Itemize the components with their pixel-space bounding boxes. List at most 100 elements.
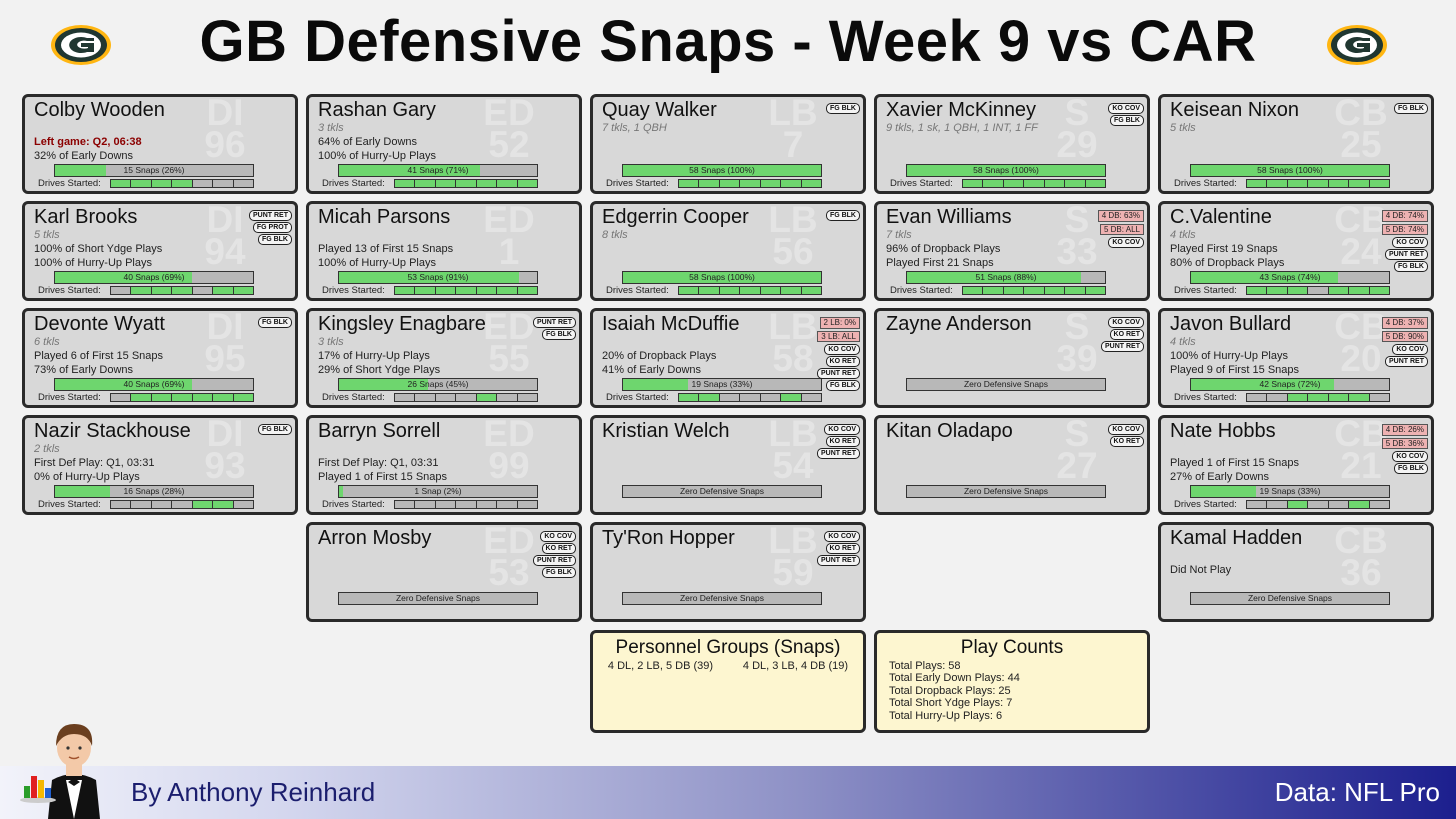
position-number-watermark: ED 1: [469, 204, 549, 272]
snap-bar-fill: [907, 165, 1105, 176]
player-note: 27% of Early Downs: [1170, 471, 1270, 483]
position-label: DI: [206, 94, 244, 133]
special-teams-tag: KO COV: [824, 531, 860, 542]
player-note: 100% of Hurry-Up Plays: [1170, 350, 1288, 362]
player-card: CB 36 Kamal Hadden Did Not Play Zero Defensi…: [1158, 522, 1434, 622]
drives-started-label: Drives Started:: [322, 285, 385, 296]
player-name: Edgerrin Cooper: [602, 206, 749, 228]
jersey-number: 58: [772, 338, 814, 379]
drive-segment: [1308, 501, 1329, 508]
drive-segment: [456, 394, 477, 401]
snap-count-label: 19 Snaps (33%): [691, 379, 753, 389]
player-card: LB 58 Isaiah McDuffie 20% of Dropback Plays…: [590, 308, 866, 408]
player-note: 100% of Short Ydge Plays: [34, 243, 163, 255]
jersey-number: 59: [772, 552, 814, 593]
drive-segment: [476, 180, 498, 187]
special-teams-tag: FG BLK: [1393, 261, 1428, 272]
snap-count-label: Zero Defensive Snaps: [679, 593, 765, 603]
drive-segment: [1267, 180, 1288, 187]
position-label: CB: [1334, 308, 1388, 347]
drives-started-label: Drives Started:: [38, 178, 101, 189]
player-card: ED 52 Rashan Gary 3 tkls 64% of Early Downs 1…: [306, 94, 582, 194]
drive-segment: [1024, 180, 1045, 187]
special-teams-tags: PUNT RET FG BLK: [533, 317, 576, 340]
personnel-alert: 4 DB: 37%: [1381, 317, 1428, 329]
drive-segment: [1349, 287, 1370, 294]
drive-segment: [699, 287, 720, 294]
drive-segment: [415, 287, 436, 294]
drive-segment: [1267, 287, 1288, 294]
drive-segment: [151, 287, 173, 294]
drive-segment: [497, 501, 518, 508]
player-card: S 39 Zayne Anderson Zero Defensive Snaps KO …: [874, 308, 1150, 408]
snap-bar-fill: [1191, 486, 1257, 497]
position-number-watermark: CB 24: [1321, 204, 1401, 270]
snap-count-label: 58 Snaps (100%): [689, 165, 755, 175]
snap-count-label: Zero Defensive Snaps: [679, 486, 765, 496]
play-count-item: Total Plays: 58: [889, 660, 961, 672]
player-name: Kristian Welch: [602, 420, 730, 442]
snap-bar: 40 Snaps (69%): [54, 378, 254, 391]
drive-segment: [131, 501, 152, 508]
player-stat-line: 3 tkls: [318, 336, 344, 348]
drive-segment: [213, 287, 234, 294]
special-teams-tag: FG BLK: [1109, 115, 1144, 126]
special-teams-tags: KO COV FG BLK: [1108, 103, 1144, 126]
drive-segment: [477, 501, 498, 508]
drive-segment: [172, 287, 193, 294]
drive-segment: [719, 287, 741, 294]
drives-started-bar: [678, 393, 822, 402]
jersey-number: 1: [498, 231, 520, 272]
jersey-number: 52: [488, 124, 530, 165]
drives-started-bar: [678, 286, 822, 295]
special-teams-tag: KO COV: [540, 531, 576, 542]
drive-segment: [193, 180, 214, 187]
player-note: 100% of Hurry-Up Plays: [318, 150, 436, 162]
player-note: 41% of Early Downs: [602, 364, 702, 376]
player-card: CB 20 Javon Bullard 4 tkls 100% of Hurry-Up …: [1158, 308, 1434, 408]
player-note: 100% of Hurry-Up Plays: [318, 257, 436, 269]
drive-segment: [234, 501, 253, 508]
drive-segment: [1287, 180, 1309, 187]
position-number-watermark: LB 59: [753, 525, 833, 593]
drives-started-label: Drives Started:: [890, 285, 953, 296]
snap-bar: Zero Defensive Snaps: [906, 378, 1106, 391]
snap-count-label: Zero Defensive Snaps: [963, 486, 1049, 496]
drive-segment: [233, 394, 253, 401]
player-note: First Def Play: Q1, 03:31: [318, 457, 439, 469]
drive-segment: [193, 287, 214, 294]
position-label: LB: [768, 308, 818, 347]
position-label: CB: [1334, 522, 1388, 561]
player-note: Played 9 of First 15 Snaps: [1170, 364, 1300, 376]
drive-segment: [963, 180, 984, 187]
personnel-alert: 5 DB: 90%: [1381, 330, 1428, 342]
snap-bar: 1 Snap (2%): [338, 485, 538, 498]
special-teams-tags: KO COV KO RET PUNT RET: [1101, 317, 1144, 352]
special-teams-tag: FG BLK: [257, 317, 292, 328]
drive-segment: [234, 180, 253, 187]
position-number-watermark: LB 54: [753, 418, 833, 484]
player-card: DI 94 Karl Brooks 5 tkls 100% of Short Ydge …: [22, 201, 298, 301]
snap-bar-fill: [623, 379, 689, 390]
drives-started-bar: [394, 393, 538, 402]
personnel-alert: 4 DB: 63%: [1097, 210, 1144, 222]
drives-started-label: Drives Started:: [1174, 285, 1237, 296]
snap-bar: 58 Snaps (100%): [622, 271, 822, 284]
special-teams-tags: FG BLK: [257, 424, 292, 435]
special-teams-tag: KO COV: [1108, 317, 1144, 328]
special-teams-tags: FG BLK: [1393, 103, 1428, 114]
drive-segment: [497, 180, 518, 187]
player-name: Barryn Sorrell: [318, 420, 441, 442]
page-title: GB Defensive Snaps - Week 9 vs CAR: [199, 9, 1257, 74]
drive-segment: [802, 394, 821, 401]
jersey-number: 25: [1340, 124, 1382, 165]
snap-bar: Zero Defensive Snaps: [1190, 592, 1390, 605]
drives-started-label: Drives Started:: [890, 178, 953, 189]
snap-bar-fill: [55, 165, 107, 176]
snap-count-label: 16 Snaps (28%): [123, 486, 185, 496]
player-note: 20% of Dropback Plays: [602, 350, 717, 362]
snap-bar-fill: [623, 165, 821, 176]
position-label: DI: [206, 308, 244, 347]
snap-count-label: 51 Snaps (88%): [975, 272, 1037, 282]
snap-count-label: 40 Snaps (69%): [123, 379, 185, 389]
